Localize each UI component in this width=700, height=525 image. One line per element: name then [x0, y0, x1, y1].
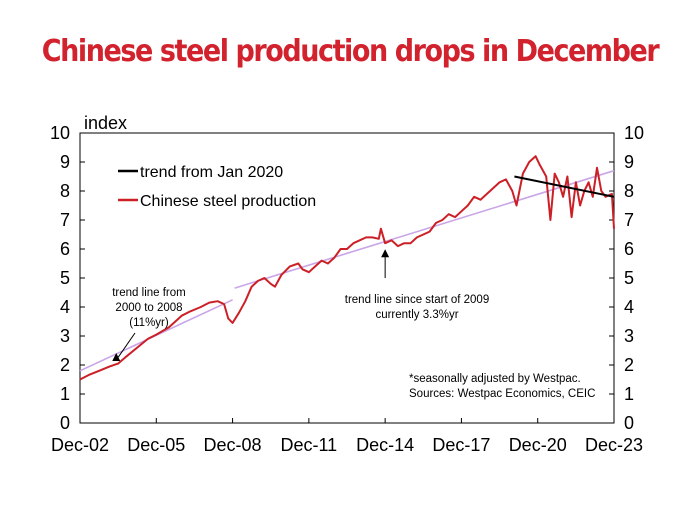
legend-label-steel: Chinese steel production — [140, 193, 316, 210]
y-tick-label-left-0: 0 — [60, 413, 70, 433]
y-tick-label-right-2: 2 — [624, 355, 634, 375]
series-line-trend-2020 — [514, 175, 615, 198]
annotation-note-2000-2008: trend line from 2000 to 2008 (11%yr) — [112, 287, 186, 329]
series-line-steel-production — [79, 155, 615, 381]
annotation-line: currently 3.3%yr — [375, 309, 458, 321]
y-tick-label-right-5: 5 — [624, 268, 634, 288]
y-tick-label-left-5: 5 — [60, 268, 70, 288]
annotation-line: trend line since start of 2009 — [345, 294, 489, 306]
annotation-note-2009: trend line since start of 2009 currently … — [345, 294, 489, 321]
y-tick-label-left-1: 1 — [60, 384, 70, 404]
axis-ticks: 0 0 1 1 2 2 3 3 4 4 5 5 6 6 7 7 8 8 9 9 10 10 Dec-02 Dec-05 Dec-… — [50, 123, 644, 455]
y-tick-label-right-1: 1 — [624, 384, 634, 404]
annotations: trend line from 2000 to 2008 (11%yr)trend … — [112, 249, 595, 400]
y-tick-label-left-4: 4 — [60, 297, 70, 317]
arrow-2000-2008-head — [112, 353, 121, 362]
x-tick-label-3: Dec-11 — [281, 435, 338, 455]
annotation-note-source: *seasonally adjusted by Westpac. Sources:… — [409, 373, 595, 400]
y-tick-label-left-10: 10 — [50, 123, 70, 143]
y-tick-label-left-9: 9 — [60, 152, 70, 172]
legend-label-trend-2020: trend from Jan 2020 — [140, 164, 283, 181]
x-tick-label-4: Dec-14 — [356, 435, 414, 455]
x-tick-label-5: Dec-17 — [432, 435, 490, 455]
y-tick-label-right-8: 8 — [624, 181, 634, 201]
arrow-2009-head — [381, 249, 390, 258]
y-tick-label-right-6: 6 — [624, 239, 634, 259]
series-lines — [79, 155, 615, 381]
annotation-line: (11%yr) — [129, 317, 169, 329]
y-tick-label-right-3: 3 — [624, 326, 634, 346]
annotation-line: *seasonally adjusted by Westpac. — [409, 373, 581, 385]
annotation-line: trend line from — [112, 287, 186, 299]
y-tick-label-right-10: 10 — [624, 123, 644, 143]
y-tick-label-right-0: 0 — [624, 413, 634, 433]
annotation-line: Sources: Westpac Economics, CEIC — [409, 388, 595, 400]
x-tick-label-1: Dec-05 — [127, 435, 185, 455]
y-tick-label-right-4: 4 — [624, 297, 634, 317]
arrow-2000-2008-shaft — [115, 332, 136, 361]
y-tick-label-left-2: 2 — [60, 355, 70, 375]
legend: trend from Jan 2020 Chinese steel product… — [118, 164, 316, 210]
annotation-line: 2000 to 2008 — [115, 302, 182, 314]
y-tick-label-left-7: 7 — [60, 210, 70, 230]
x-tick-label-7: Dec-23 — [585, 435, 643, 455]
y-tick-label-right-7: 7 — [624, 210, 634, 230]
y-tick-label-left-6: 6 — [60, 239, 70, 259]
trend-line-trend-2009 — [234, 169, 615, 289]
x-tick-label-6: Dec-20 — [509, 435, 567, 455]
x-tick-label-0: Dec-02 — [51, 435, 109, 455]
x-tick-label-2: Dec-08 — [204, 435, 262, 455]
y-tick-label-left-3: 3 — [60, 326, 70, 346]
chart-title: Chinese steel production drops in Decemb… — [41, 34, 660, 69]
y-tick-label-right-9: 9 — [624, 152, 634, 172]
y-axis-label: index — [84, 113, 127, 133]
y-tick-label-left-8: 8 — [60, 181, 70, 201]
